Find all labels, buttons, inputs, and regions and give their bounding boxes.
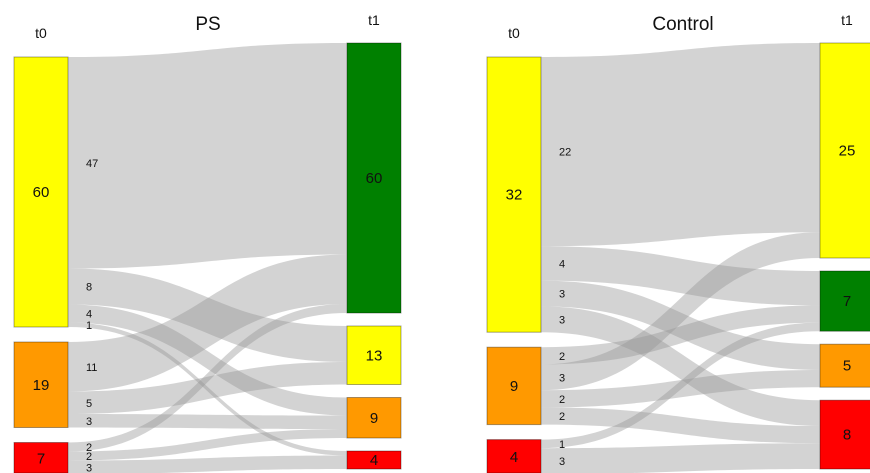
t1-label: t1: [368, 12, 380, 28]
t1-node-orange-label: 5: [843, 358, 851, 375]
flow-value-label: 3: [559, 372, 565, 384]
flow-red-to-red: [68, 455, 347, 473]
t0-label: t0: [508, 25, 520, 41]
flow-value-label: 3: [559, 289, 565, 301]
t1-node-red: [819, 399, 870, 470]
flow-yellow-to-orange: [68, 304, 347, 416]
t1-node-red-label: 8: [843, 427, 851, 444]
flow-orange-to-red: [541, 407, 820, 444]
t0-node-yellow-label: 60: [33, 184, 50, 201]
flow-yellow-to-orange: [541, 280, 820, 370]
flow-value-label: 3: [86, 416, 92, 428]
t1-node-green: [819, 270, 870, 332]
t0-node-yellow: [486, 56, 542, 333]
flow-orange-to-yellow: [541, 232, 820, 391]
flow-orange-to-green: [541, 305, 820, 365]
flow-red-to-green: [68, 304, 347, 452]
flow-value-label: 2: [559, 394, 565, 406]
t1-node-orange: [346, 397, 402, 439]
flow-red-to-green: [541, 322, 820, 449]
flow-yellow-to-green: [68, 43, 347, 269]
t1-node-green-label: 60: [366, 170, 383, 187]
t0-node-red: [13, 442, 69, 473]
t1-node-orange-label: 9: [370, 410, 378, 427]
t0-node-red: [486, 439, 542, 473]
flow-value-label: 5: [86, 398, 92, 410]
t1-node-red: [346, 450, 402, 470]
flows: [68, 43, 347, 473]
flow-yellow-to-red: [541, 306, 820, 426]
flow-value-label: 3: [86, 462, 92, 473]
flow-orange-to-orange: [68, 414, 347, 429]
t0-node-yellow-label: 32: [506, 187, 523, 204]
t0-label: t0: [35, 25, 47, 41]
flow-value-label: 2: [86, 451, 92, 463]
t0-node-yellow: [13, 56, 69, 328]
chart-title: Control: [652, 14, 713, 35]
flow-value-label: 1: [559, 439, 565, 451]
t0-node-orange: [13, 341, 69, 428]
flows: [541, 43, 820, 473]
t0-node-red-label: 7: [37, 450, 45, 467]
flow-orange-to-green: [68, 254, 347, 392]
flow-yellow-to-yellow: [541, 43, 820, 247]
flow-value-label: 22: [559, 147, 571, 159]
flow-value-label: 47: [86, 158, 98, 170]
t1-label: t1: [841, 12, 853, 28]
t0-node-orange: [486, 346, 542, 426]
flow-value-label: 4: [86, 309, 92, 321]
flow-yellow-to-green: [541, 246, 820, 306]
t1-node-yellow: [819, 42, 870, 259]
flow-value-label: 2: [86, 442, 92, 454]
flow-yellow-to-red: [68, 322, 347, 456]
t0-node-orange-label: 9: [510, 378, 518, 395]
flow-value-label: 4: [559, 258, 565, 270]
t1-node-red-label: 4: [370, 452, 378, 469]
flow-yellow-to-yellow: [68, 268, 347, 362]
flow-orange-to-yellow: [68, 362, 347, 414]
t0-node-orange-label: 19: [33, 377, 50, 394]
t1-node-yellow: [346, 325, 402, 385]
flow-red-to-red: [541, 443, 820, 473]
t1-node-yellow-label: 25: [839, 143, 856, 160]
t1-node-green-label: 7: [843, 293, 851, 310]
flow-value-label: 2: [559, 351, 565, 363]
chart-title: PS: [195, 14, 220, 35]
flow-value-label: 3: [559, 314, 565, 326]
flow-value-label: 3: [559, 456, 565, 468]
flow-red-to-orange: [68, 429, 347, 461]
t1-node-yellow-label: 13: [366, 347, 383, 364]
flow-orange-to-orange: [541, 370, 820, 408]
t0-node-red-label: 4: [510, 449, 518, 466]
t1-node-orange: [819, 343, 870, 388]
t1-node-green: [346, 42, 402, 314]
flow-value-label: 1: [86, 320, 92, 332]
flow-value-label: 2: [559, 411, 565, 423]
flow-value-label: 8: [86, 282, 92, 294]
flow-value-label: 11: [86, 362, 97, 374]
